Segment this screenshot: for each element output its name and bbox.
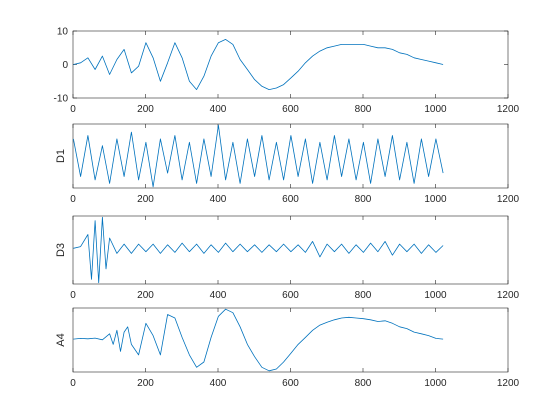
y-axis-label: D1 [55, 149, 67, 163]
x-tick-label: 800 [355, 290, 372, 301]
axes-box-2 [72, 123, 509, 189]
x-tick-label: 1000 [424, 290, 447, 301]
y-tick-label: 10 [57, 27, 69, 38]
x-tick-label: 200 [137, 378, 154, 389]
y-tick-label: -10 [54, 94, 69, 105]
y-axis-label: A4 [55, 333, 67, 346]
x-tick-label: 0 [70, 194, 76, 205]
y-tick-label: 0 [62, 60, 68, 71]
x-tick-label: 1200 [497, 104, 520, 115]
x-tick-label: 1200 [497, 290, 520, 301]
x-tick-label: 400 [210, 290, 227, 301]
x-tick-label: 600 [282, 104, 299, 115]
x-tick-label: 800 [355, 378, 372, 389]
axes-box-3 [72, 215, 509, 285]
x-tick-label: 1000 [424, 194, 447, 205]
x-tick-label: 200 [137, 290, 154, 301]
x-tick-label: 600 [282, 194, 299, 205]
x-tick-label: 0 [70, 290, 76, 301]
signal-line-1 [73, 39, 444, 90]
x-tick-label: 200 [137, 194, 154, 205]
x-tick-label: 400 [210, 104, 227, 115]
x-tick-label: 600 [282, 378, 299, 389]
signal-line-3 [73, 216, 444, 284]
x-tick-label: 600 [282, 290, 299, 301]
x-tick-label: 200 [137, 104, 154, 115]
x-tick-label: 1200 [497, 194, 520, 205]
subplot-4: 0 200 400 600 800 1000 1200 A4 [55, 307, 520, 389]
x-tick-label: 0 [70, 104, 76, 115]
signal-line-2 [73, 124, 444, 188]
y-axis-label: D3 [55, 243, 67, 257]
subplot-3: 0 200 400 600 800 1000 1200 D3 [55, 215, 520, 301]
x-tick-label: 800 [355, 104, 372, 115]
x-tick-label: 800 [355, 194, 372, 205]
x-tick-label: 0 [70, 378, 76, 389]
axes-box-4 [72, 307, 509, 373]
x-tick-label: 1000 [424, 378, 447, 389]
signal-line-4 [73, 308, 444, 372]
x-tick-label: 400 [210, 378, 227, 389]
subplot-2: 0 200 400 600 800 1000 1200 D1 [55, 123, 520, 205]
x-tick-label: 1200 [497, 378, 520, 389]
x-tick-label: 1000 [424, 104, 447, 115]
axes-box-1 [72, 30, 509, 99]
x-tick-label: 400 [210, 194, 227, 205]
